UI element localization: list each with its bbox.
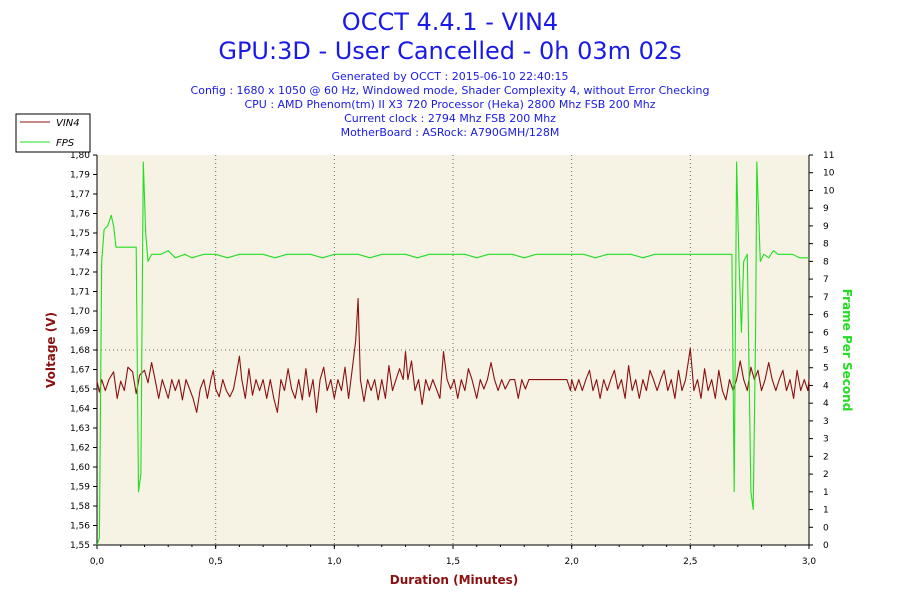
y-left-tick-label: 1,68 bbox=[70, 346, 90, 356]
y-left-tick-label: 1,59 bbox=[70, 483, 90, 493]
info-generated: Generated by OCCT : 2015-06-10 22:40:15 bbox=[331, 70, 568, 83]
y-right-tick-label: 0 bbox=[823, 541, 829, 551]
legend: VIN4 FPS bbox=[15, 113, 91, 153]
y-right-tick-label: 3 bbox=[823, 417, 829, 427]
y-right-tick-label: 7 bbox=[823, 275, 829, 285]
y-right-tick-label: 11 bbox=[823, 151, 834, 161]
chart-subtitle: GPU:3D - User Cancelled - 0h 03m 02s bbox=[218, 37, 681, 65]
y-left-tick-label: 1,69 bbox=[70, 327, 90, 337]
y-left-tick-label: 1,67 bbox=[70, 366, 90, 376]
grid-layer bbox=[97, 155, 809, 545]
y-right-tick-label: 6 bbox=[823, 328, 829, 338]
info-clock: Current clock : 2794 Mhz FSB 200 Mhz bbox=[344, 112, 556, 125]
y-right-tick-label: 1 bbox=[823, 506, 829, 516]
y-left-tick-label: 1,60 bbox=[70, 463, 90, 473]
y-right-tick-label: 9 bbox=[823, 204, 829, 214]
y-left-tick-label: 1,74 bbox=[70, 249, 90, 259]
chart-title: OCCT 4.4.1 - VIN4 bbox=[342, 8, 558, 36]
x-tick-label: 0,0 bbox=[90, 557, 105, 567]
y-right-tick-label: 0 bbox=[823, 523, 829, 533]
series-line-fps bbox=[96, 161, 809, 546]
y-right-tick-label: 4 bbox=[823, 381, 829, 391]
y-axis-left-label: Voltage (V) bbox=[44, 312, 58, 388]
x-axis-label: Duration (Minutes) bbox=[390, 573, 518, 587]
y-left-tick-label: 1,72 bbox=[70, 268, 90, 278]
y-left-tick-label: 1,70 bbox=[70, 307, 90, 317]
y-left-tick-label: 1,63 bbox=[70, 424, 90, 434]
y-right-tick-label: 2 bbox=[823, 470, 829, 480]
legend-label-fps: FPS bbox=[56, 138, 75, 149]
x-tick-label: 3,0 bbox=[802, 557, 817, 567]
x-tick-label: 2,0 bbox=[565, 557, 580, 567]
y-left-tick-label: 1,71 bbox=[70, 288, 90, 298]
y-left-tick-label: 1,55 bbox=[70, 541, 90, 551]
y-right-tick-label: 7 bbox=[823, 293, 829, 303]
y-right-tick-label: 5 bbox=[823, 346, 829, 356]
info-config: Config : 1680 x 1050 @ 60 Hz, Windowed m… bbox=[191, 84, 710, 97]
series-line-vin4 bbox=[96, 297, 810, 413]
y-right-tick-label: 1 bbox=[823, 488, 829, 498]
y-left-tick-label: 1,75 bbox=[70, 229, 90, 239]
legend-label-vin4: VIN4 bbox=[56, 118, 80, 129]
y-left-tick-label: 1,58 bbox=[70, 502, 90, 512]
x-tick-label: 2,5 bbox=[683, 557, 697, 567]
x-tick-label: 0,5 bbox=[209, 557, 223, 567]
y-right-tick-label: 10 bbox=[823, 169, 835, 179]
y-left-tick-label: 1,77 bbox=[70, 190, 90, 200]
y-left-tick-label: 1,56 bbox=[70, 522, 90, 532]
x-tick-label: 1,5 bbox=[446, 557, 460, 567]
y-right-tick-label: 2 bbox=[823, 452, 829, 462]
info-cpu: CPU : AMD Phenom(tm) II X3 720 Processor… bbox=[244, 98, 655, 111]
y-right-tick-label: 8 bbox=[823, 240, 829, 250]
y-right-tick-label: 3 bbox=[823, 435, 829, 445]
axes-layer: 0,0 0,5 1,0 1,5 2,0 2,5 3,0 1,55 1,56 1,58 1,59 1,6… bbox=[70, 151, 835, 567]
y-left-tick-label: 1,76 bbox=[70, 210, 90, 220]
x-tick-label: 1,0 bbox=[327, 557, 342, 567]
info-motherboard: MotherBoard : ASRock: A790GMH/128M bbox=[341, 126, 560, 139]
y-axis-right-label: Frame Per Second bbox=[840, 289, 854, 412]
series-layer bbox=[96, 161, 810, 546]
legend-box bbox=[15, 113, 91, 153]
y-right-tick-label: 9 bbox=[823, 222, 829, 232]
y-right-tick-label: 4 bbox=[823, 399, 829, 409]
y-left-tick-label: 1,64 bbox=[70, 405, 90, 415]
y-right-tick-label: 8 bbox=[823, 257, 829, 267]
y-right-tick-label: 10 bbox=[823, 186, 835, 196]
y-right-tick-label: 6 bbox=[823, 311, 829, 321]
y-left-tick-label: 1,65 bbox=[70, 385, 90, 395]
y-left-tick-label: 1,80 bbox=[70, 151, 90, 161]
y-left-tick-label: 1,79 bbox=[70, 171, 90, 181]
y-right-tick-label: 5 bbox=[823, 364, 829, 374]
y-left-tick-label: 1,62 bbox=[70, 444, 90, 454]
